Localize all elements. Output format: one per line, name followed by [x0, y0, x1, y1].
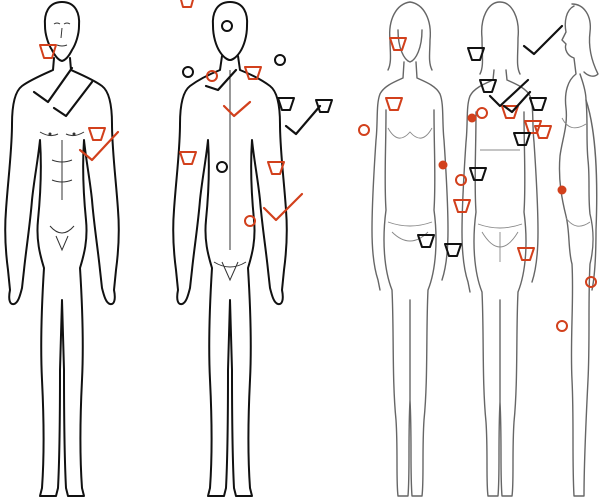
- black-trapezoid-mark: [479, 79, 497, 93]
- red-check-mark: [222, 100, 252, 118]
- red-trapezoid-mark: [244, 66, 262, 80]
- black-check-mark: [52, 80, 94, 118]
- red-trapezoid-mark: [517, 247, 535, 261]
- black-check-mark: [32, 66, 74, 104]
- figure-male-back: [172, 1, 288, 497]
- black-trapezoid-mark: [513, 132, 531, 146]
- black-open-circle-mark: [221, 20, 233, 32]
- female-side-body: [558, 5, 594, 497]
- red-open-circle-marks: [206, 70, 597, 332]
- red-open-circle-mark: [206, 70, 218, 82]
- red-filled-circle-mark: [438, 160, 448, 170]
- red-trapezoid-mark: [39, 44, 57, 59]
- black-check-mark: [522, 24, 564, 56]
- black-trapezoid-mark: [467, 47, 485, 61]
- black-open-circle-mark: [216, 161, 228, 173]
- red-open-circle-mark: [244, 215, 256, 227]
- red-trapezoid-mark: [385, 97, 403, 111]
- red-trapezoid-mark: [180, 0, 194, 8]
- black-check-mark: [488, 78, 530, 108]
- black-check-mark: [284, 104, 322, 136]
- male-back-body: [172, 55, 288, 497]
- red-check-marks: [78, 100, 304, 222]
- red-trapezoid-marks: [39, 0, 552, 261]
- red-open-circle-mark: [358, 124, 370, 136]
- red-check-mark: [262, 192, 304, 222]
- red-open-circle-mark: [455, 174, 467, 186]
- black-open-circle-mark: [182, 66, 194, 78]
- red-trapezoid-mark: [88, 127, 106, 141]
- figure-male-front: [4, 1, 120, 497]
- red-filled-circle-marks: [438, 113, 567, 195]
- black-open-circle-marks: [182, 20, 286, 173]
- black-trapezoid-mark: [469, 167, 487, 181]
- red-trapezoid-mark: [534, 125, 552, 139]
- black-trapezoid-mark: [315, 99, 333, 113]
- male-back-head: [211, 1, 249, 61]
- red-check-mark: [78, 130, 120, 162]
- black-trapezoid-mark: [417, 234, 435, 248]
- black-check-mark: [204, 68, 238, 92]
- black-open-circle-mark: [274, 54, 286, 66]
- female-front-hair: [387, 1, 433, 71]
- figure-female-front: [371, 1, 449, 497]
- female-side-hair: [571, 3, 599, 77]
- female-front-body: [371, 61, 449, 497]
- red-open-circle-mark: [556, 320, 568, 332]
- black-trapezoid-mark: [529, 97, 547, 111]
- red-trapezoid-mark: [389, 37, 407, 51]
- red-trapezoid-mark: [453, 199, 471, 213]
- male-front-body: [4, 57, 120, 497]
- red-trapezoid-mark: [501, 105, 519, 119]
- black-check-marks: [32, 24, 564, 136]
- black-trapezoid-mark: [444, 243, 462, 257]
- female-back-hair: [479, 1, 521, 75]
- figure-female-side: [558, 3, 599, 497]
- red-open-circle-mark: [476, 107, 488, 119]
- female-back-body: [461, 69, 539, 497]
- figure-female-back: [461, 1, 539, 497]
- red-filled-circle-mark: [467, 113, 477, 123]
- red-filled-circle-mark: [557, 185, 567, 195]
- red-trapezoid-mark: [179, 151, 197, 165]
- black-trapezoid-mark: [277, 97, 295, 111]
- male-front-head: [43, 1, 81, 62]
- black-check-mark: [502, 90, 532, 114]
- red-trapezoid-mark: [267, 161, 285, 175]
- black-trapezoid-marks: [277, 47, 547, 257]
- red-open-circle-mark: [585, 276, 597, 288]
